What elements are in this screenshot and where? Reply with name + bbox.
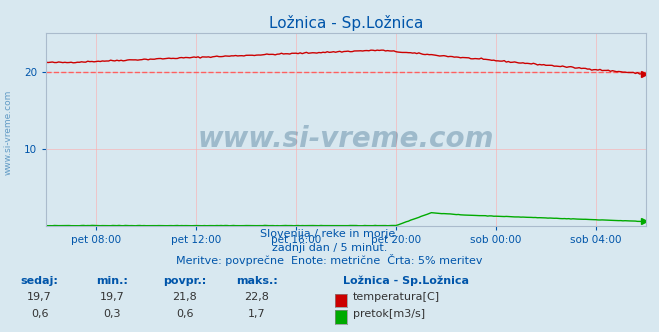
Text: temperatura[C]: temperatura[C]	[353, 292, 440, 302]
Text: 1,7: 1,7	[248, 309, 266, 319]
Text: 0,6: 0,6	[176, 309, 193, 319]
Text: sedaj:: sedaj:	[20, 276, 59, 286]
Text: Meritve: povprečne  Enote: metrične  Črta: 5% meritev: Meritve: povprečne Enote: metrične Črta:…	[176, 254, 483, 266]
Text: 19,7: 19,7	[100, 292, 125, 302]
Text: 22,8: 22,8	[244, 292, 270, 302]
Text: min.:: min.:	[96, 276, 128, 286]
Text: 21,8: 21,8	[172, 292, 197, 302]
Text: povpr.:: povpr.:	[163, 276, 206, 286]
Text: Slovenija / reke in morje.: Slovenija / reke in morje.	[260, 229, 399, 239]
Text: zadnji dan / 5 minut.: zadnji dan / 5 minut.	[272, 243, 387, 253]
Text: maks.:: maks.:	[236, 276, 278, 286]
Text: 0,6: 0,6	[31, 309, 48, 319]
Text: pretok[m3/s]: pretok[m3/s]	[353, 309, 424, 319]
Text: www.si-vreme.com: www.si-vreme.com	[198, 125, 494, 153]
Title: Ložnica - Sp.Ložnica: Ložnica - Sp.Ložnica	[269, 15, 423, 31]
Text: 0,3: 0,3	[103, 309, 121, 319]
Text: Ložnica - Sp.Ložnica: Ložnica - Sp.Ložnica	[343, 275, 469, 286]
Text: 19,7: 19,7	[27, 292, 52, 302]
Text: www.si-vreme.com: www.si-vreme.com	[3, 90, 13, 176]
